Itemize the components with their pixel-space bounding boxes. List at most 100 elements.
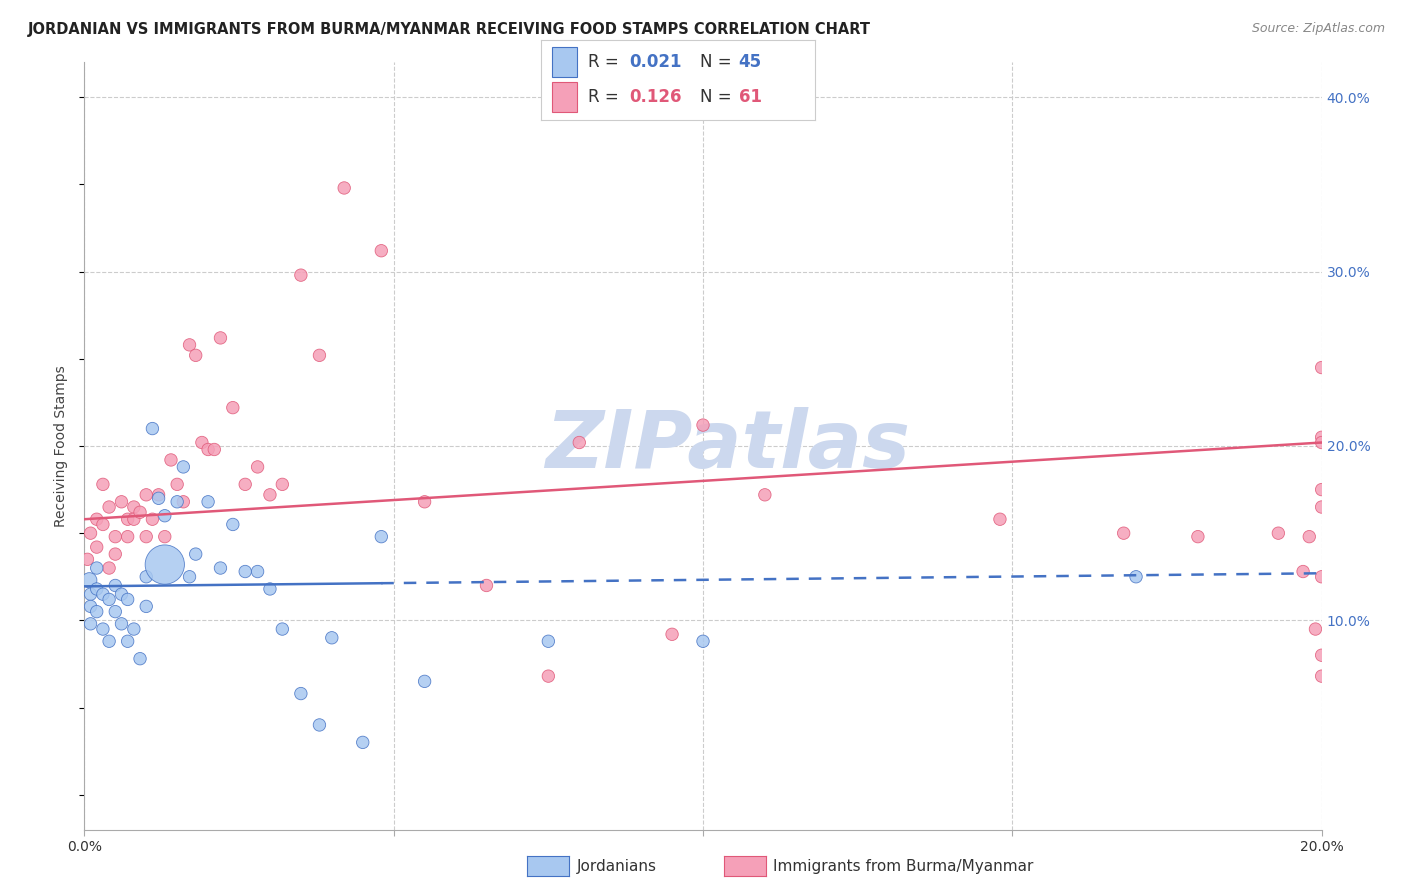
Point [1310,360,1333,375]
Bar [553,46,576,77]
Point [79,599,101,614]
Point [160,453,183,467]
Point [259,582,281,596]
Point [537,634,560,648]
Point [172,459,194,474]
Point [98,592,121,607]
Point [91,477,114,491]
Point [129,505,152,519]
Point [98,634,121,648]
Bar [553,82,576,112]
Point [98,561,121,575]
Point [222,401,245,415]
Point [1292,565,1315,579]
Point [1310,570,1333,584]
Point [91,587,114,601]
Point [537,669,560,683]
Point [76,552,98,566]
Point [166,477,188,491]
Point [1310,483,1333,497]
Point [1310,669,1333,683]
Point [321,631,343,645]
Point [246,459,269,474]
Point [129,651,152,665]
Point [308,348,330,362]
Point [148,491,170,506]
Point [110,616,132,631]
Text: 61: 61 [738,88,762,106]
Point [91,622,114,636]
Point [184,348,207,362]
Point [110,495,132,509]
Point [333,181,356,195]
Point [153,530,176,544]
Point [184,547,207,561]
Point [1125,570,1147,584]
Text: 0.126: 0.126 [628,88,682,106]
Point [1187,530,1209,544]
Point [153,558,176,572]
Point [475,578,498,592]
Point [179,570,201,584]
Text: 45: 45 [738,53,762,70]
Text: Jordanians: Jordanians [576,859,657,873]
Point [179,338,201,352]
Point [135,570,157,584]
Point [271,477,294,491]
Text: ZIPatlas: ZIPatlas [546,407,910,485]
Point [79,526,101,541]
Point [246,565,269,579]
Point [122,512,145,526]
Point [117,634,139,648]
Point [141,512,163,526]
Point [141,421,163,435]
Point [197,442,219,457]
Point [172,495,194,509]
Point [122,500,145,514]
Point [104,530,127,544]
Text: Immigrants from Burma/Myanmar: Immigrants from Burma/Myanmar [773,859,1033,873]
Point [86,561,108,575]
Point [370,244,392,258]
Text: N =: N = [700,88,737,106]
Point [117,530,139,544]
Point [79,587,101,601]
Text: R =: R = [588,88,624,106]
Point [233,477,256,491]
Point [222,517,245,532]
Point [1267,526,1289,541]
Point [197,495,219,509]
Point [209,561,232,575]
Text: N =: N = [700,53,737,70]
Point [692,634,714,648]
Point [86,582,108,596]
Point [1310,500,1333,514]
Point [233,565,256,579]
Point [104,605,127,619]
Point [1310,648,1333,663]
Point [153,508,176,523]
Point [259,488,281,502]
Point [1310,430,1333,444]
Point [86,540,108,554]
Point [352,735,374,749]
Point [692,418,714,433]
Point [166,495,188,509]
Text: Source: ZipAtlas.com: Source: ZipAtlas.com [1251,22,1385,36]
Point [568,435,591,450]
Point [413,495,436,509]
Point [86,605,108,619]
Point [117,592,139,607]
Point [1305,622,1327,636]
Text: JORDANIAN VS IMMIGRANTS FROM BURMA/MYANMAR RECEIVING FOOD STAMPS CORRELATION CHA: JORDANIAN VS IMMIGRANTS FROM BURMA/MYANM… [28,22,872,37]
Point [308,718,330,732]
Point [79,616,101,631]
Point [271,622,294,636]
Text: R =: R = [588,53,624,70]
Point [110,587,132,601]
Point [135,530,157,544]
Point [122,622,145,636]
Point [1298,530,1320,544]
Point [661,627,683,641]
Point [148,488,170,502]
